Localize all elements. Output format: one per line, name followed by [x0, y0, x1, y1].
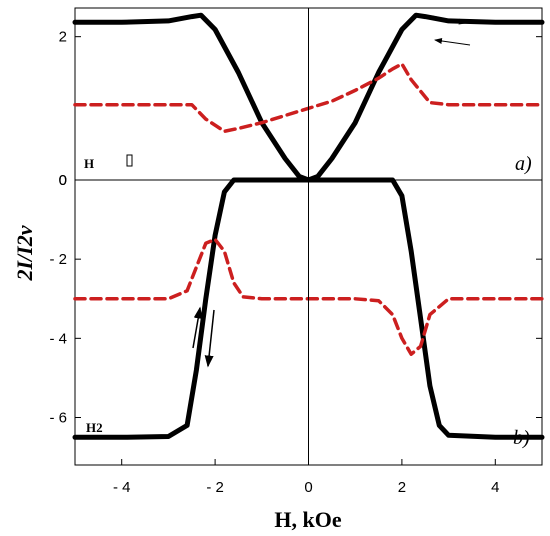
dashed-series-line — [73, 62, 544, 134]
y-tick-label: 2 — [59, 29, 67, 46]
x-tick-label: 4 — [491, 479, 499, 496]
y-tick-label: 0 — [59, 172, 67, 189]
y-tick-label: - 4 — [49, 330, 67, 347]
x-tick-label: 0 — [304, 479, 312, 496]
arrow-right — [431, 15, 467, 25]
panel-a-ticks: 02 — [59, 29, 542, 189]
panel-a: 02 a) H — [59, 7, 545, 189]
panel-b-label: b) — [513, 427, 530, 449]
panel-a-annotation-box — [126, 154, 133, 167]
y-tick-label: - 6 — [49, 410, 67, 427]
arrow-up — [192, 306, 203, 349]
panel-b: - 6 - 4 - 2 0 - 4 - 2 0 2 4 b) H2 — [49, 172, 545, 496]
x-tick-label: - 4 — [113, 479, 131, 496]
x-tick-label: 2 — [398, 479, 406, 496]
y-tick-label: 0 — [59, 172, 67, 189]
y-axis-label: 2I/I2ν — [12, 225, 37, 281]
arrow-left — [434, 38, 471, 46]
panel-b-ticks: - 6 - 4 - 2 0 - 4 - 2 0 2 4 — [49, 172, 542, 496]
y-tick-label: - 2 — [49, 251, 67, 268]
arrow-down — [204, 309, 215, 368]
x-tick-label: - 2 — [206, 479, 224, 496]
panel-a-annotation: H — [84, 156, 94, 171]
direction-arrows — [192, 15, 471, 368]
panel-a-label: a) — [515, 153, 532, 175]
x-axis-label: H, kOe — [274, 507, 341, 532]
panel-b-annotation: H2 — [86, 420, 103, 435]
dashed-series-line — [73, 237, 544, 356]
